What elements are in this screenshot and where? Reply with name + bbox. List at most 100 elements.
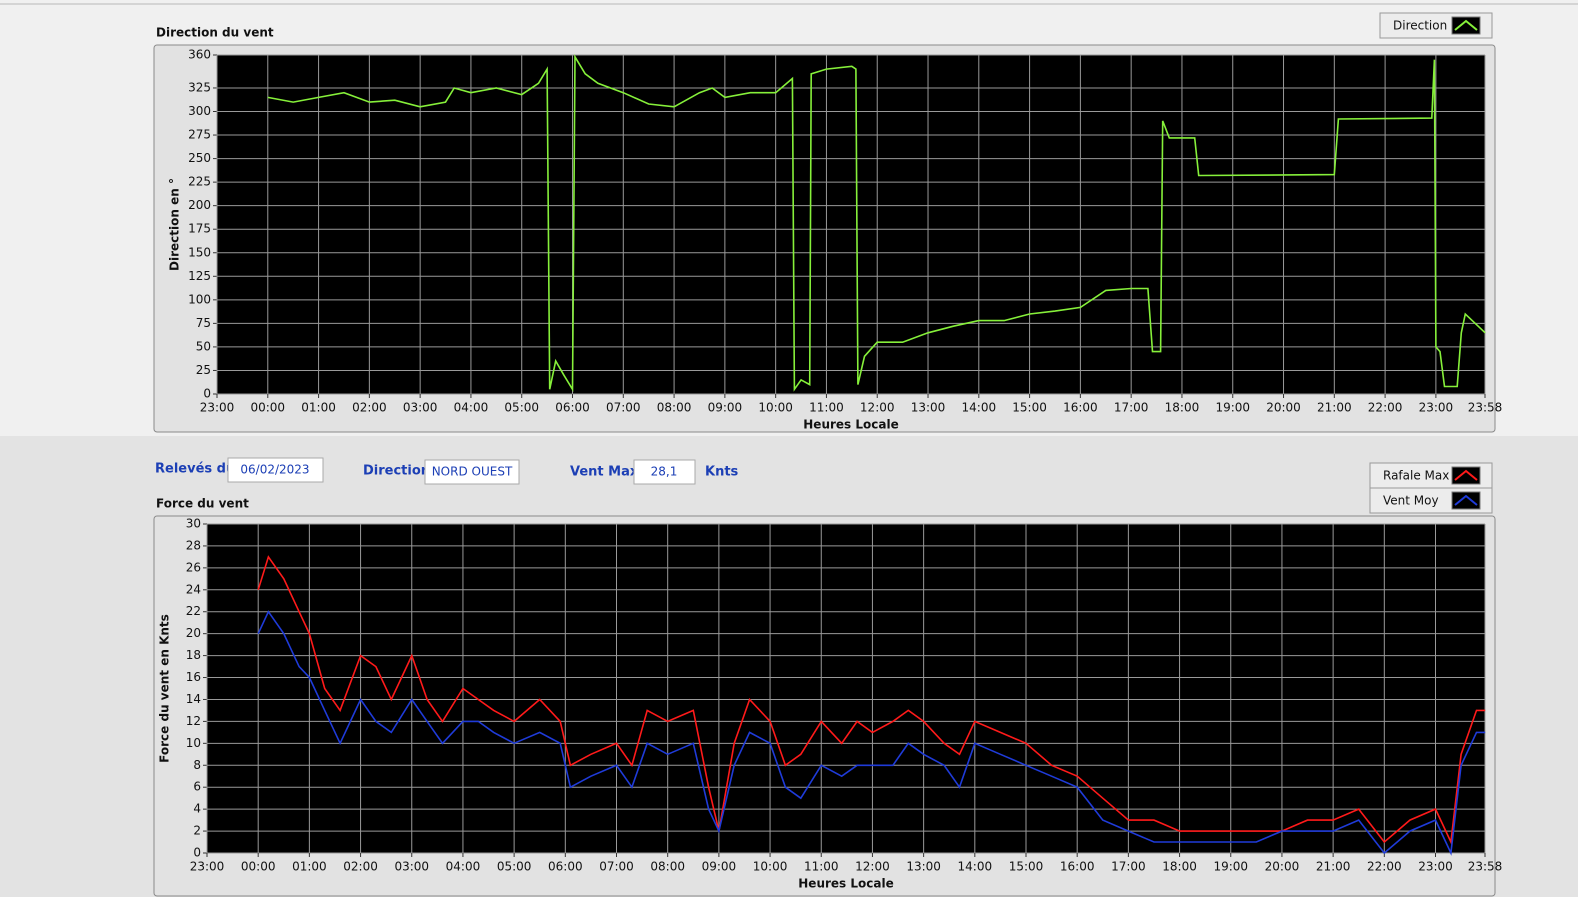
x-tick-label: 17:00 bbox=[1111, 860, 1146, 874]
data-line bbox=[257, 555, 1486, 845]
legend-label: Direction bbox=[1393, 19, 1447, 33]
date-value: 06/02/2023 bbox=[240, 463, 309, 477]
y-tick-label: 18 bbox=[186, 648, 201, 662]
x-tick-label: 18:00 bbox=[1162, 860, 1197, 874]
y-tick-label: 300 bbox=[188, 104, 211, 118]
x-tick-label: 16:00 bbox=[1060, 860, 1095, 874]
x-tick-label: 04:00 bbox=[454, 401, 489, 415]
x-tick-label: 01:00 bbox=[301, 401, 336, 415]
y-tick-label: 125 bbox=[188, 269, 211, 283]
x-tick-label: 05:00 bbox=[497, 860, 532, 874]
y-tick-label: 8 bbox=[193, 758, 201, 772]
y-tick-label: 26 bbox=[186, 560, 201, 574]
x-tick-label: 19:00 bbox=[1213, 860, 1248, 874]
y-tick-label: 175 bbox=[188, 222, 211, 236]
plot-area bbox=[217, 55, 1485, 394]
legend-swatch bbox=[1454, 494, 1478, 506]
y-tick-label: 225 bbox=[188, 175, 211, 189]
y-tick-label: 150 bbox=[188, 245, 211, 259]
x-tick-label: 18:00 bbox=[1165, 401, 1200, 415]
legend-swatch bbox=[1454, 469, 1478, 481]
data-line bbox=[267, 54, 1486, 393]
y-tick-label: 50 bbox=[196, 339, 211, 353]
y-tick-label: 28 bbox=[186, 538, 201, 552]
x-tick-label: 16:00 bbox=[1063, 401, 1098, 415]
x-tick-label: 14:00 bbox=[962, 401, 997, 415]
y-tick-label: 6 bbox=[193, 780, 201, 794]
y-tick-label: 275 bbox=[188, 128, 211, 142]
chart-title: Force du vent bbox=[156, 497, 249, 511]
x-tick-label: 04:00 bbox=[446, 860, 481, 874]
y-tick-label: 22 bbox=[186, 604, 201, 618]
plot-area bbox=[207, 524, 1485, 853]
x-tick-label: 07:00 bbox=[606, 401, 641, 415]
x-tick-label: 02:00 bbox=[343, 860, 378, 874]
x-tick-label: 13:00 bbox=[906, 860, 941, 874]
y-tick-label: 12 bbox=[186, 714, 201, 728]
wind-max-box bbox=[633, 459, 696, 485]
x-tick-label: 12:00 bbox=[855, 860, 890, 874]
legend-label: Vent Moy bbox=[1383, 494, 1439, 508]
x-tick-label: 17:00 bbox=[1114, 401, 1149, 415]
x-tick-label: 23:00 bbox=[1418, 860, 1453, 874]
x-tick-label: 23:00 bbox=[200, 401, 235, 415]
x-tick-label: 09:00 bbox=[702, 860, 737, 874]
wind-max-label: Vent Max bbox=[570, 465, 639, 480]
x-tick-label: 01:00 bbox=[292, 860, 327, 874]
y-tick-label: 16 bbox=[186, 670, 201, 684]
x-tick-label: 12:00 bbox=[860, 401, 895, 415]
y-tick-label: 4 bbox=[193, 802, 201, 816]
y-tick-label: 24 bbox=[186, 582, 201, 596]
x-tick-label: 07:00 bbox=[599, 860, 634, 874]
legend-icon bbox=[1451, 466, 1481, 485]
x-tick-label: 23:00 bbox=[190, 860, 225, 874]
x-tick-label: 03:00 bbox=[394, 860, 429, 874]
x-tick-label: 21:00 bbox=[1316, 860, 1351, 874]
y-tick-label: 0 bbox=[203, 387, 211, 401]
x-tick-label: 19:00 bbox=[1215, 401, 1250, 415]
legend-icon bbox=[1451, 491, 1481, 510]
x-tick-label: 20:00 bbox=[1266, 401, 1301, 415]
y-tick-label: 2 bbox=[193, 824, 201, 838]
x-tick-label: 11:00 bbox=[809, 401, 844, 415]
y-axis-label: Force du vent en Knts bbox=[158, 614, 172, 763]
x-tick-label: 06:00 bbox=[548, 860, 583, 874]
y-tick-label: 20 bbox=[186, 626, 201, 640]
y-tick-label: 325 bbox=[188, 80, 211, 94]
wind-max-value: 28,1 bbox=[651, 465, 678, 479]
y-tick-label: 360 bbox=[188, 48, 211, 62]
direction-label: Direction bbox=[363, 464, 430, 479]
x-tick-label: 10:00 bbox=[753, 860, 788, 874]
y-tick-label: 30 bbox=[186, 517, 201, 531]
date-label: Relevés du bbox=[155, 462, 235, 477]
x-tick-label: 20:00 bbox=[1265, 860, 1300, 874]
y-tick-label: 250 bbox=[188, 151, 211, 165]
x-tick-label: 15:00 bbox=[1012, 401, 1047, 415]
x-tick-label: 02:00 bbox=[352, 401, 387, 415]
date-box bbox=[227, 457, 324, 483]
y-tick-label: 0 bbox=[193, 846, 201, 860]
x-tick-label: 13:00 bbox=[911, 401, 946, 415]
x-tick-label: 08:00 bbox=[650, 860, 685, 874]
x-tick-label: 10:00 bbox=[758, 401, 793, 415]
x-tick-label: 03:00 bbox=[403, 401, 438, 415]
x-tick-label: 11:00 bbox=[804, 860, 839, 874]
x-tick-label: 21:00 bbox=[1317, 401, 1352, 415]
y-tick-label: 10 bbox=[186, 736, 201, 750]
chart-title: Direction du vent bbox=[156, 26, 274, 40]
x-tick-label: 23:00 bbox=[1419, 401, 1454, 415]
x-tick-label: 22:00 bbox=[1367, 860, 1402, 874]
legend-icon bbox=[1451, 16, 1481, 35]
x-tick-label: 06:00 bbox=[555, 401, 590, 415]
direction-value: NORD OUEST bbox=[432, 465, 513, 479]
data-line bbox=[257, 610, 1486, 856]
x-axis-label: Heures Locale bbox=[803, 418, 898, 432]
unit-label: Knts bbox=[705, 465, 739, 480]
x-tick-label: 00:00 bbox=[250, 401, 285, 415]
direction-box bbox=[424, 459, 520, 485]
x-tick-label: 15:00 bbox=[1009, 860, 1044, 874]
y-tick-label: 14 bbox=[186, 692, 201, 706]
x-tick-label: 00:00 bbox=[241, 860, 276, 874]
legend-label: Rafale Max bbox=[1383, 469, 1449, 483]
